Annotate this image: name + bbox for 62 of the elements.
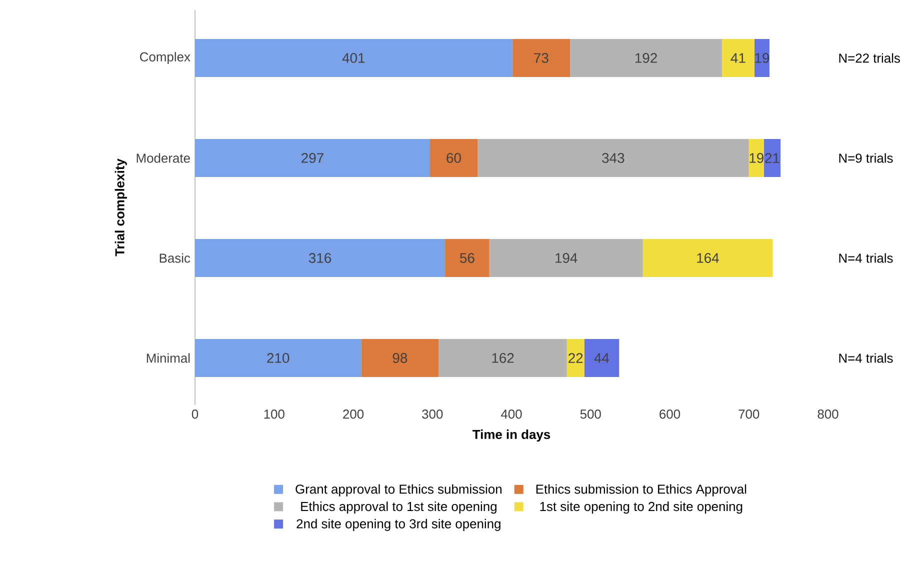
bar xyxy=(195,39,512,77)
data-label: 162 xyxy=(492,353,514,363)
bar xyxy=(195,339,362,378)
bar xyxy=(754,39,770,77)
bar xyxy=(195,239,446,278)
text: N=9 trials xyxy=(839,153,893,163)
bar xyxy=(477,139,749,177)
data-label: 21 xyxy=(765,153,780,163)
bar xyxy=(430,139,478,177)
bar xyxy=(748,139,764,177)
x-tick-label: 400 xyxy=(500,410,522,419)
y-tick-label: Moderate xyxy=(136,153,190,163)
bar xyxy=(512,39,570,77)
bar xyxy=(642,239,773,278)
text: N=4 trials xyxy=(839,253,893,263)
data-label: 19 xyxy=(755,53,770,63)
y-tick-label: Minimal xyxy=(146,353,190,363)
data-label: 192 xyxy=(635,53,657,63)
text: N=22 trials xyxy=(839,53,900,63)
legend-label: Ethics approval to 1st site opening xyxy=(301,502,496,514)
bar xyxy=(445,239,490,278)
x-tick-label: 600 xyxy=(660,410,680,419)
legend-label: 2nd site opening to 3rd site opening xyxy=(296,518,500,531)
x-tick-label: 100 xyxy=(264,410,284,419)
y-tick-label: Complex xyxy=(140,52,190,64)
bar xyxy=(722,39,754,77)
data-label: 401 xyxy=(342,53,365,63)
data-label: 44 xyxy=(594,353,610,363)
data-label: 60 xyxy=(446,153,461,163)
x-tick-label: 500 xyxy=(580,410,601,419)
text: N=4 trials xyxy=(839,353,893,363)
x-tick-label: 200 xyxy=(343,410,364,419)
bar xyxy=(195,139,430,177)
legend-label: Ethics submission to Ethics Approval xyxy=(536,484,746,496)
bar xyxy=(438,339,567,378)
x-tick-label: 300 xyxy=(422,410,443,419)
data-label: 316 xyxy=(308,253,332,263)
data-label: 56 xyxy=(460,253,474,263)
x-tick-label: 0 xyxy=(192,410,198,419)
data-label: 98 xyxy=(392,353,408,363)
bar xyxy=(584,339,620,378)
data-label: 41 xyxy=(730,53,746,63)
y-axis-title: Trial complexity xyxy=(114,158,127,256)
bar xyxy=(764,139,781,177)
x-tick-label: 700 xyxy=(738,410,760,419)
data-label: 297 xyxy=(302,153,324,163)
data-label: 164 xyxy=(697,253,719,263)
x-axis-title: Time in days xyxy=(472,430,550,442)
bar xyxy=(566,339,584,378)
bar xyxy=(570,39,722,77)
bar xyxy=(489,239,643,278)
data-label: 73 xyxy=(534,53,548,63)
bar xyxy=(361,339,439,378)
x-tick-label: 800 xyxy=(818,410,838,419)
legend-label: 1st site opening to 2nd site opening xyxy=(540,502,742,514)
data-label: 19 xyxy=(750,153,764,163)
data-label: 210 xyxy=(267,353,290,363)
data-label: 22 xyxy=(568,353,583,363)
legend-label: Grant approval to Ethics submission xyxy=(296,484,502,496)
y-tick-label: Basic xyxy=(160,253,190,263)
data-label: 194 xyxy=(556,253,578,263)
data-label: 343 xyxy=(602,153,624,163)
